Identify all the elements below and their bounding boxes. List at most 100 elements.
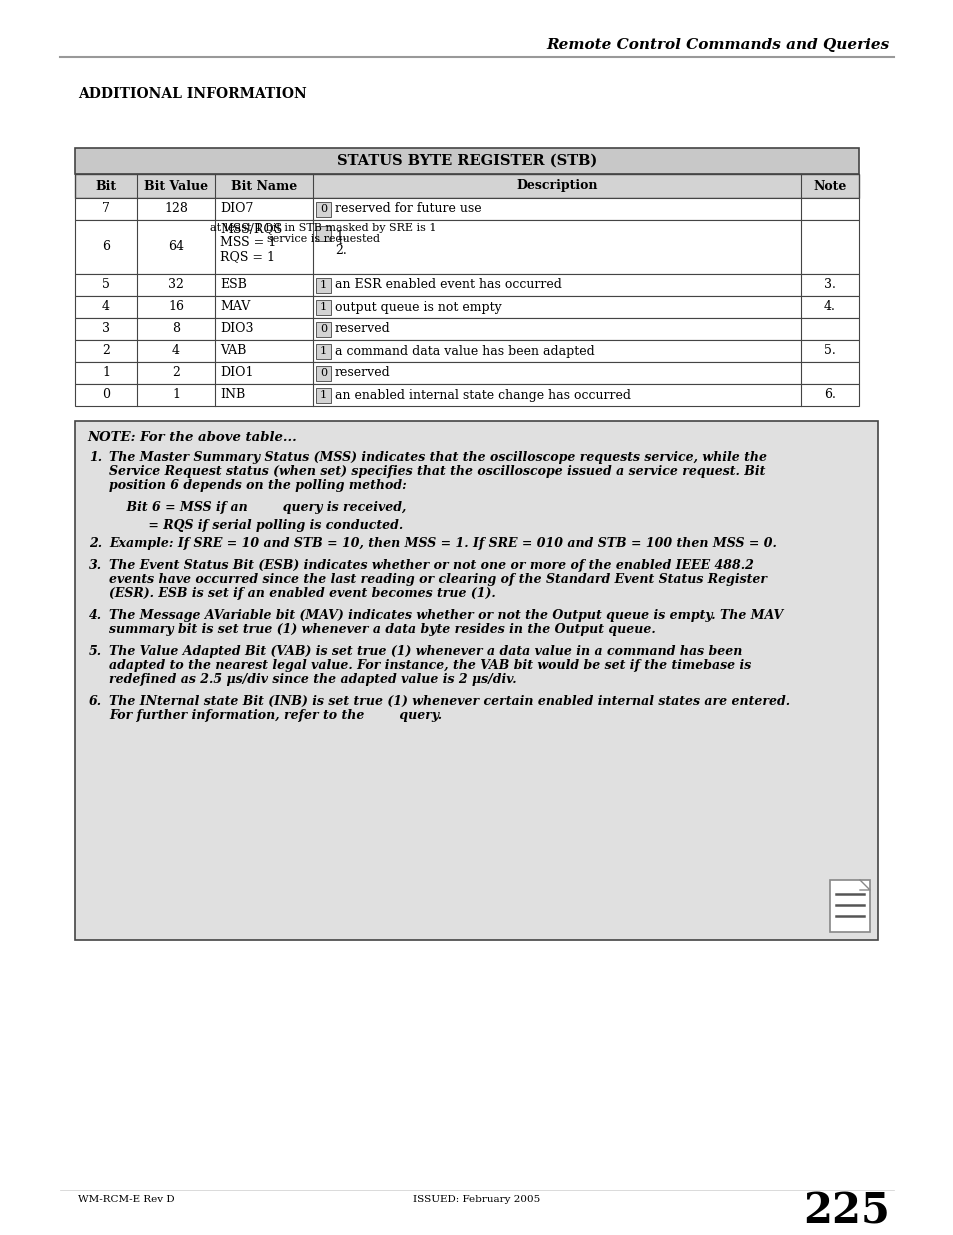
Text: Note: Note [813, 179, 846, 193]
Text: 225: 225 [802, 1191, 889, 1233]
Text: Bit Name: Bit Name [231, 179, 296, 193]
Text: INB: INB [220, 389, 245, 401]
Text: 4.: 4. [89, 609, 102, 622]
Text: 16: 16 [168, 300, 184, 314]
Text: MSS = 1: MSS = 1 [220, 236, 276, 249]
Text: 2.: 2. [335, 245, 346, 257]
Text: ESB: ESB [220, 279, 247, 291]
Text: 32: 32 [168, 279, 184, 291]
Text: For further information, refer to the        query.: For further information, refer to the qu… [109, 709, 441, 722]
Text: reserved for future use: reserved for future use [335, 203, 481, 215]
Text: reserved: reserved [335, 367, 391, 379]
Text: STATUS BYTE REGISTER (STB): STATUS BYTE REGISTER (STB) [336, 154, 597, 168]
Text: 1: 1 [319, 390, 327, 400]
Text: 4: 4 [172, 345, 180, 357]
Text: 1.: 1. [89, 451, 102, 464]
Text: 1: 1 [319, 280, 327, 290]
Text: NOTE: For the above table...: NOTE: For the above table... [87, 431, 296, 445]
Text: 7: 7 [102, 203, 110, 215]
Text: 4: 4 [102, 300, 110, 314]
Text: Service Request status (when set) specifies that the oscilloscope issued a servi: Service Request status (when set) specif… [109, 466, 764, 478]
Text: 5.: 5. [823, 345, 835, 357]
Text: 5.: 5. [89, 645, 102, 658]
Text: 6.: 6. [89, 695, 102, 708]
Text: (ESR). ESB is set if an enabled event becomes true (1).: (ESR). ESB is set if an enabled event be… [109, 587, 496, 600]
Text: RQS = 1: RQS = 1 [220, 251, 274, 263]
Bar [75, 274, 858, 296]
Text: a command data value has been adapted: a command data value has been adapted [335, 345, 594, 357]
Text: 0: 0 [102, 389, 110, 401]
Bar [315, 300, 331, 315]
Bar [315, 366, 331, 380]
Text: The Message AVariable bit (MAV) indicates whether or not the Output queue is emp: The Message AVariable bit (MAV) indicate… [109, 609, 782, 622]
Text: Bit Value: Bit Value [144, 179, 208, 193]
Text: events have occurred since the last reading or clearing of the Standard Event St: events have occurred since the last read… [109, 573, 766, 585]
Text: an enabled internal state change has occurred: an enabled internal state change has occ… [335, 389, 630, 401]
Text: MAV: MAV [220, 300, 250, 314]
Text: 3.: 3. [823, 279, 835, 291]
Text: 1: 1 [172, 389, 180, 401]
Text: = RQS if serial polling is conducted.: = RQS if serial polling is conducted. [109, 519, 403, 532]
Text: 6.: 6. [823, 389, 835, 401]
Text: 3: 3 [102, 322, 110, 336]
Text: summary bit is set true (1) whenever a data byte resides in the Output queue.: summary bit is set true (1) whenever a d… [109, 622, 655, 636]
Text: 2.: 2. [89, 537, 102, 550]
Bar [315, 388, 331, 403]
Text: 64: 64 [168, 241, 184, 253]
Text: DIO7: DIO7 [220, 203, 253, 215]
Text: 1: 1 [102, 367, 110, 379]
Bar [315, 343, 331, 358]
Text: The Event Status Bit (ESB) indicates whether or not one or more of the enabled I: The Event Status Bit (ESB) indicates whe… [109, 559, 753, 572]
Bar [75, 384, 858, 406]
Text: 1: 1 [319, 303, 327, 312]
Text: Bit: Bit [95, 179, 116, 193]
Bar [75, 296, 858, 317]
Text: an ESR enabled event has occurred: an ESR enabled event has occurred [335, 279, 561, 291]
Text: Description: Description [516, 179, 598, 193]
Text: 0: 0 [319, 204, 327, 214]
Bar [75, 198, 858, 220]
Text: 1: 1 [319, 346, 327, 356]
Bar [315, 321, 331, 336]
Text: DIO1: DIO1 [220, 367, 253, 379]
Text: 0: 0 [319, 368, 327, 378]
Bar [315, 226, 331, 241]
Text: VAB: VAB [220, 345, 246, 357]
Text: The INternal state Bit (INB) is set true (1) whenever certain enabled internal s: The INternal state Bit (INB) is set true… [109, 695, 789, 708]
Bar [75, 340, 858, 362]
Text: Bit 6 = MSS if an        query is received,: Bit 6 = MSS if an query is received, [109, 501, 406, 514]
Bar [75, 317, 858, 340]
Text: 3.: 3. [89, 559, 102, 572]
Text: ADDITIONAL INFORMATION: ADDITIONAL INFORMATION [78, 86, 307, 101]
Text: output queue is not empty: output queue is not empty [335, 300, 501, 314]
Text: ISSUED: February 2005: ISSUED: February 2005 [413, 1195, 540, 1204]
Text: position 6 depends on the polling method:: position 6 depends on the polling method… [109, 479, 406, 492]
Bar [315, 201, 331, 216]
Bar [75, 220, 858, 274]
Text: Example: If SRE = 10 and STB = 10, then MSS = 1. If SRE = 010 and STB = 100 then: Example: If SRE = 10 and STB = 10, then … [109, 537, 776, 550]
Bar [75, 148, 858, 174]
Text: Remote Control Commands and Queries: Remote Control Commands and Queries [546, 38, 889, 52]
Text: 1.: 1. [335, 230, 347, 243]
Text: 5: 5 [102, 279, 110, 291]
Text: The Value Adapted Bit (VAB) is set true (1) whenever a data value in a command h: The Value Adapted Bit (VAB) is set true … [109, 645, 741, 658]
Text: 2: 2 [102, 345, 110, 357]
Text: 0: 0 [319, 324, 327, 333]
Text: 6: 6 [102, 241, 110, 253]
Text: at least 1 bit in STB masked by SRE is 1
service is requested: at least 1 bit in STB masked by SRE is 1… [210, 222, 436, 245]
Bar [315, 278, 331, 293]
Text: WM-RCM-E Rev D: WM-RCM-E Rev D [78, 1195, 174, 1204]
Text: The Master Summary Status (MSS) indicates that the oscilloscope requests service: The Master Summary Status (MSS) indicate… [109, 451, 766, 464]
Text: redefined as 2.5 μs/div since the adapted value is 2 μs/div.: redefined as 2.5 μs/div since the adapte… [109, 673, 517, 685]
Bar [75, 174, 858, 198]
Bar [75, 362, 858, 384]
Text: 8: 8 [172, 322, 180, 336]
Bar [829, 881, 869, 932]
Text: 128: 128 [164, 203, 188, 215]
Text: MSS/RQS: MSS/RQS [220, 222, 282, 235]
Text: 4.: 4. [823, 300, 835, 314]
Bar [75, 421, 877, 940]
Text: 2: 2 [172, 367, 180, 379]
Text: DIO3: DIO3 [220, 322, 253, 336]
Text: reserved: reserved [335, 322, 391, 336]
